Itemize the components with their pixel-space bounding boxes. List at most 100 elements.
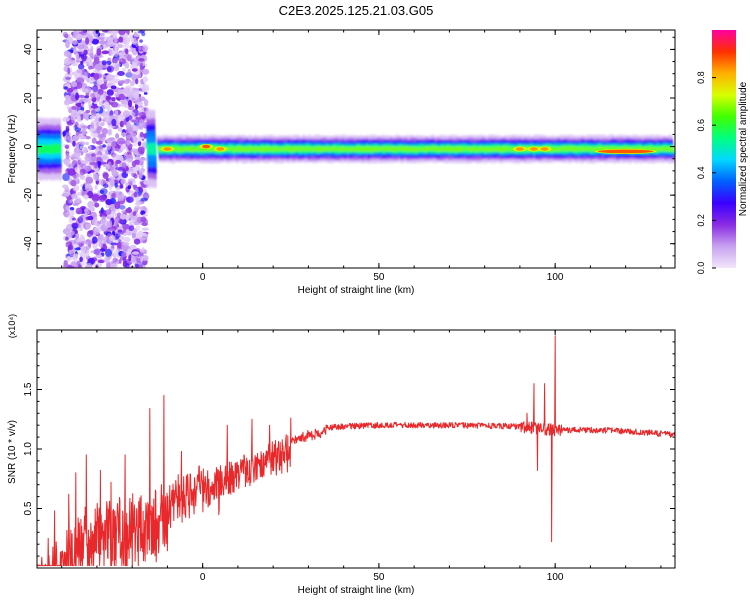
spectrogram-noise-blob — [96, 79, 104, 85]
spectrogram-noise-blob — [104, 248, 113, 257]
spectrogram-noise-blob — [96, 48, 102, 56]
spectrogram-band-layer — [37, 143, 62, 155]
spectrogram-noise-blob — [133, 140, 138, 147]
spectrogram-noise-blob — [69, 242, 73, 250]
spectrogram-noise-blob — [122, 237, 131, 243]
spectrogram-noise-blob — [130, 215, 138, 221]
spectrogram-noise-blob — [94, 248, 101, 256]
spectrogram-noise-blob — [100, 215, 106, 219]
spectrogram-frame — [36, 29, 676, 269]
spectrogram-noise-blob — [120, 99, 126, 104]
spectrogram-noise-blob — [100, 83, 108, 90]
spectrogram-noise-blob — [118, 194, 125, 200]
spectrogram-noise-blob — [128, 225, 135, 232]
spectrogram-noise-blob — [90, 155, 98, 162]
spectrogram-noise-blob — [125, 208, 132, 214]
spectrogram-noise-blob — [133, 238, 141, 245]
spectrogram-noise-blob — [102, 172, 109, 180]
spectrogram-noise-blob — [74, 69, 83, 76]
spectrogram-noise-blob — [76, 176, 80, 185]
spectrogram-noise-blob — [137, 237, 146, 241]
spectrogram-noise-blob — [131, 251, 140, 255]
spectrogram-noise-blob — [113, 249, 119, 257]
spectrogram-noise-blob — [79, 146, 84, 150]
spectrogram-noise-blob — [64, 100, 70, 106]
spectrogram-noise-blob — [98, 241, 103, 248]
colorbar-gradient — [712, 30, 736, 268]
spectrogram-noise-blob — [132, 136, 138, 142]
spectrogram-noise-blob — [117, 127, 123, 132]
spectrogram-noise-blob — [110, 85, 117, 90]
spectrogram-noise-blob — [92, 69, 98, 73]
spectrogram-noise-blob — [75, 207, 83, 215]
spectrogram-noise-blob — [109, 197, 116, 205]
spectrogram-noise-blob — [136, 257, 142, 263]
spectrogram-noise-blob — [96, 125, 102, 134]
spectrogram-noise-blob — [105, 204, 111, 209]
spectrogram-noise-blob — [107, 115, 111, 122]
spectrogram-noise-blob — [79, 234, 85, 239]
spectrogram-hot-spot — [530, 147, 539, 151]
spectrogram-noise-blob — [111, 192, 116, 199]
snr-series-line — [37, 335, 675, 567]
spectrogram-noise-blob — [135, 225, 141, 231]
spectrogram-noise-blob — [132, 184, 138, 188]
y-tick-label: 20 — [23, 92, 34, 104]
spectrogram-noise-blob — [95, 156, 103, 162]
spectrogram-noise-blob — [77, 159, 81, 165]
spectrogram-noise-blob — [142, 193, 150, 200]
spectrogram-noise-blob — [93, 73, 100, 81]
spectrogram-noise-blob — [140, 108, 145, 113]
spectrogram-noise-blob — [79, 174, 86, 180]
spectrogram-noise-blob — [64, 95, 70, 100]
spectrogram-noise-blob — [135, 78, 139, 85]
colorbar-tick-label: 0.4 — [696, 167, 706, 180]
spectrogram-noise-blob — [106, 89, 114, 96]
spectrogram-noise-blob — [95, 112, 101, 120]
spectrogram-noise-blob — [99, 98, 104, 104]
spectrogram-noise-blob — [85, 211, 91, 214]
y-tick-label: 40 — [23, 43, 34, 55]
spectrogram-noise-blob — [111, 118, 117, 127]
spectrogram-noise-blob — [68, 230, 75, 236]
snr-x-ticks: 0 50 100 — [61, 330, 662, 583]
spectrogram-noise-blob — [91, 194, 100, 202]
spectrogram-noise-blob — [139, 131, 144, 138]
spectrogram-noise-blob — [87, 61, 95, 66]
spectrogram-hot-spot — [216, 147, 225, 151]
spectrogram-noise-blob — [99, 188, 108, 195]
spectrogram-noise-blob — [88, 65, 93, 70]
spectrogram-noise-blob — [118, 51, 126, 56]
spectrogram-noise-blob — [119, 213, 127, 220]
spectrogram-noise-blob — [87, 215, 94, 221]
colorbar-tick-label: 0.0 — [696, 262, 706, 275]
spectrogram-noise-blob — [125, 48, 129, 55]
spectrogram-noise-blob — [84, 165, 92, 172]
spectrogram-noise-blob — [101, 127, 109, 135]
spectrogram-noise-blob — [85, 136, 91, 140]
colorbar-label: Normalized spectral amplitude — [738, 81, 749, 216]
x-tick-label: 100 — [547, 572, 564, 583]
spectrogram-noise-blob — [123, 152, 128, 159]
spectrogram-noise-blob — [66, 255, 71, 262]
colorbar-tick-label: 0.8 — [696, 71, 706, 84]
spectrogram-noise-blob — [90, 109, 97, 118]
spectrogram-noise-blob — [131, 256, 137, 263]
spectrogram-noise-blob — [90, 250, 96, 254]
spectrogram-noise-blob — [135, 56, 140, 64]
spectrogram-noise-blob — [139, 62, 144, 71]
spectrogram-noise-blob — [86, 57, 93, 64]
spectrogram-noise-blob — [93, 56, 100, 64]
spectrogram-noise-blob — [97, 259, 105, 264]
spectrogram-hot-spot — [515, 147, 524, 151]
spectrogram-noise-blob — [85, 153, 92, 157]
spectrogram-noise-blob — [90, 105, 99, 109]
spectrogram-noise-blob — [140, 216, 147, 223]
spectrogram-noise-blob — [135, 200, 140, 206]
spectrogram-noise-blob — [85, 183, 92, 189]
spectrogram-noise-blob — [126, 54, 132, 62]
spectrogram-noise-blob — [71, 160, 78, 166]
spectrogram-noise-blob — [105, 228, 114, 232]
spectrogram-noise-blob — [88, 48, 94, 57]
spectrogram-noise-blob — [143, 180, 149, 185]
